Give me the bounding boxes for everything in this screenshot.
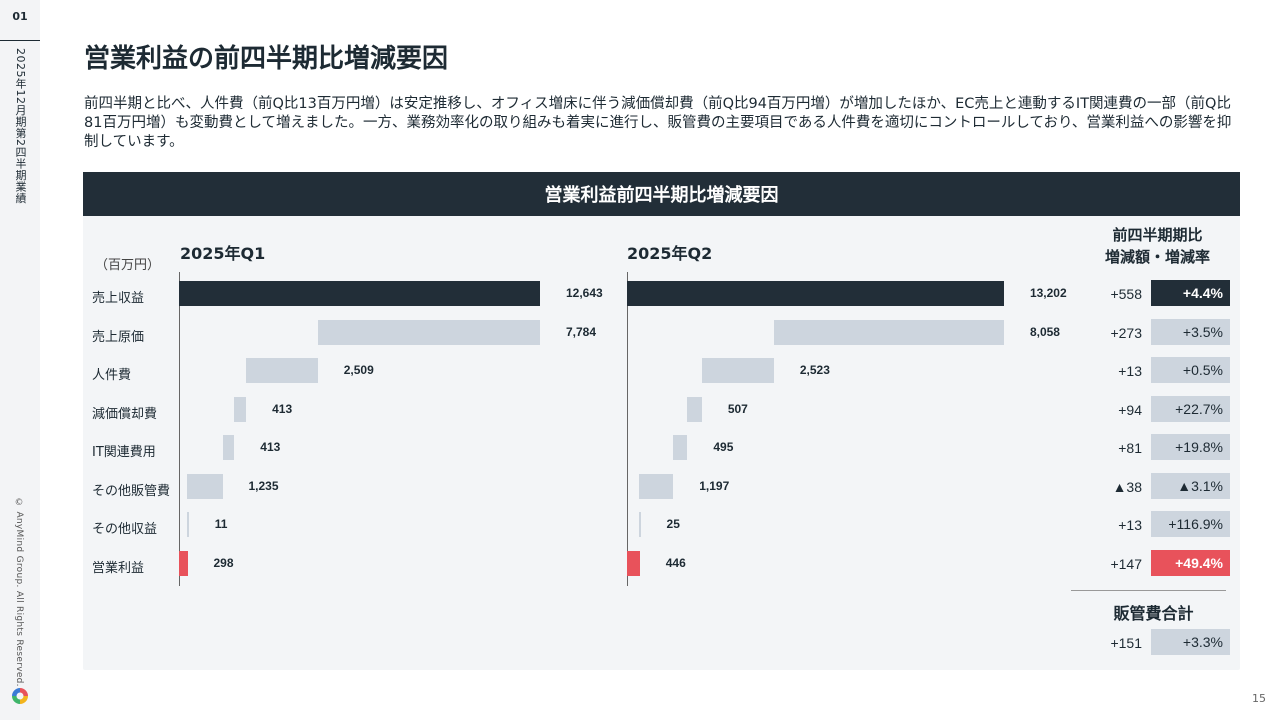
company-logo-icon: [12, 688, 28, 704]
sidebar: 01 2025年12月期第2四半期業績 © AnyMind Group. All…: [0, 0, 40, 720]
qoq-amount-operating-profit: +147: [1110, 555, 1142, 572]
page-title: 営業利益の前四半期比増減要因: [84, 44, 449, 74]
qoq-header-line2: 増減額・増減率: [1104, 248, 1210, 266]
q1-bar-depreciation: [234, 396, 247, 422]
q2-axis: [627, 272, 628, 586]
q2-value-cogs: 8,058: [1029, 324, 1060, 339]
q1-value-personnel: 2,509: [343, 363, 374, 377]
qoq-rate-other-sga: ▲3.1%: [1151, 472, 1230, 499]
row-label-other-income: その他収益: [92, 522, 158, 537]
sga-total-amount: +151: [1110, 635, 1142, 651]
chart-title: 営業利益前四半期比増減要因: [83, 172, 1240, 216]
qoq-rate-it-cost: +19.8%: [1151, 434, 1230, 460]
q1-bar-cogs: [317, 319, 540, 345]
qoq-rate-personnel: +0.5%: [1151, 357, 1230, 383]
qoq-header: 前四半期期比 増減額・増減率: [1085, 224, 1230, 268]
qoq-amount-it-cost: +81: [1118, 440, 1142, 456]
qoq-header-line1: 前四半期期比: [1112, 226, 1203, 244]
q2-bar-depreciation: [687, 396, 702, 422]
row-label-personnel: 人件費: [92, 368, 132, 383]
row-label-depreciation: 減価償却費: [92, 406, 158, 422]
report-period: 2025年12月期第2四半期業績: [14, 48, 27, 204]
q2-value-other-sga: 1,197: [699, 478, 730, 493]
page-number: 15: [1252, 692, 1266, 705]
q2-value-personnel: 2,523: [799, 363, 830, 377]
q2-label: 2025年Q2: [627, 244, 713, 263]
q2-bar-other-income: [639, 512, 641, 537]
q2-bar-other-sga: [639, 473, 674, 499]
q1-bar-other-sga: [187, 473, 223, 499]
q1-value-other-income: 11: [214, 517, 228, 531]
slide-number-divider: [0, 40, 40, 41]
q1-value-depreciation: 413: [272, 401, 293, 416]
q2-value-other-income: 25: [666, 517, 680, 531]
q2-value-it-cost: 495: [713, 440, 734, 454]
qoq-amount-sales: +558: [1110, 286, 1142, 302]
qoq-amount-cogs: +273: [1110, 324, 1142, 341]
qoq-rate-depreciation: +22.7%: [1151, 395, 1230, 422]
q2-value-operating-profit: 446: [665, 555, 686, 570]
qoq-rate-cogs: +3.5%: [1151, 318, 1230, 345]
qoq-amount-depreciation: +94: [1118, 401, 1142, 418]
row-label-sales: 売上収益: [92, 291, 145, 306]
qoq-rate-operating-profit: +49.4%: [1151, 549, 1230, 576]
q2-bar-personnel: [701, 358, 774, 383]
qoq-rate-other-income: +116.9%: [1151, 511, 1230, 537]
row-label-it-cost: IT関連費用: [92, 445, 156, 460]
q1-bar-personnel: [246, 358, 318, 383]
q1-bar-it-cost: [222, 435, 235, 460]
q2-value-sales: 13,202: [1029, 286, 1067, 300]
q1-axis: [179, 272, 180, 586]
slide-number: 01: [12, 10, 28, 23]
row-label-other-sga: その他販管費: [92, 483, 171, 499]
q2-bar-it-cost: [673, 435, 688, 460]
qoq-rate-sales: +4.4%: [1151, 280, 1230, 306]
qoq-amount-other-sga: ▲38: [1112, 478, 1142, 495]
q2-value-depreciation: 507: [727, 401, 748, 416]
page-lead-text: 前四半期と比べ、人件費（前Q比13百万円増）は安定推移し、オフィス増床に伴う減価…: [84, 96, 1232, 150]
q1-value-it-cost: 413: [260, 440, 281, 454]
chart-panel: [83, 172, 1240, 670]
copyright: © AnyMind Group. All Rights Reserved.: [14, 498, 24, 687]
qoq-amount-other-income: +13: [1118, 517, 1142, 533]
sga-divider: [1071, 590, 1226, 591]
sga-total-label: 販管費合計: [1113, 604, 1194, 623]
q1-value-operating-profit: 298: [213, 555, 234, 570]
q1-value-other-sga: 1,235: [248, 478, 279, 493]
sga-total-rate: +3.3%: [1151, 629, 1230, 655]
q1-bar-operating-profit: [179, 550, 188, 576]
q2-bar-cogs: [773, 319, 1004, 345]
row-label-operating-profit: 営業利益: [92, 560, 145, 576]
qoq-amount-personnel: +13: [1118, 363, 1142, 379]
q1-bar-sales: [179, 281, 540, 306]
unit-label: （百万円）: [95, 258, 161, 273]
q1-bar-other-income: [187, 512, 189, 537]
q1-value-sales: 12,643: [566, 286, 603, 300]
q2-bar-sales: [627, 281, 1004, 306]
q2-bar-operating-profit: [627, 550, 640, 576]
row-label-cogs: 売上原価: [92, 329, 145, 345]
q1-value-cogs: 7,784: [566, 324, 597, 339]
q1-label: 2025年Q1: [180, 244, 266, 263]
